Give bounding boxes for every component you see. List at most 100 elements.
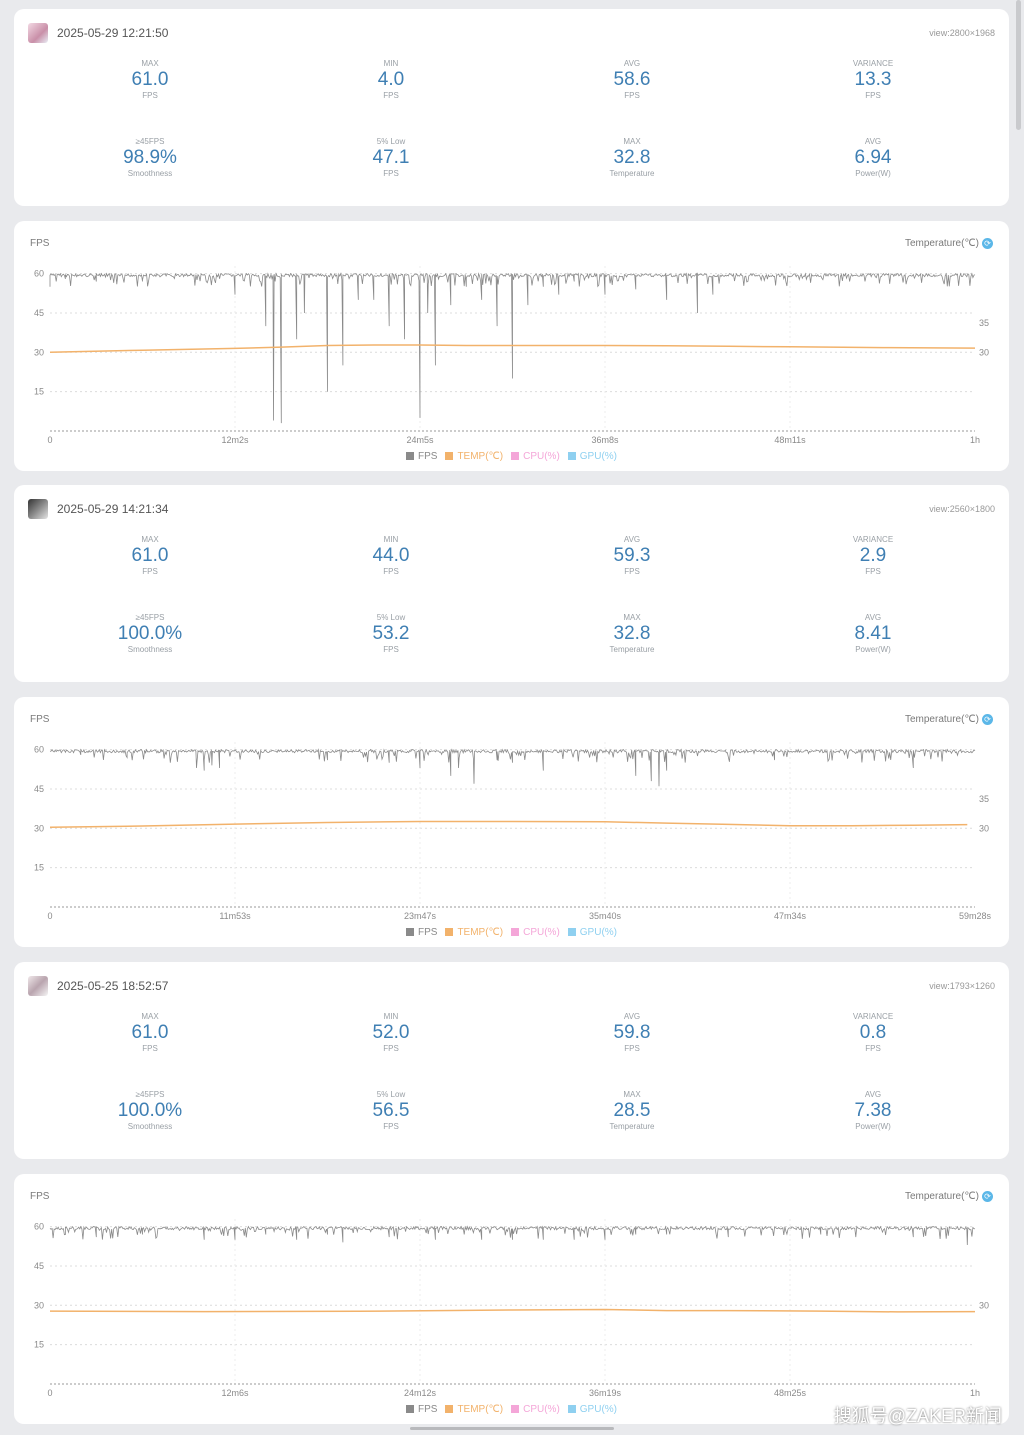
stat-item: 5% Low 47.1 FPS <box>301 137 481 179</box>
stat-label: MAX <box>141 59 159 68</box>
stat-item: MIN 4.0 FPS <box>301 59 481 101</box>
stat-label: MIN <box>383 1012 399 1021</box>
chart-legend: FPS TEMP(℃) CPU(%) GPU(%) <box>14 1404 1009 1415</box>
stat-value: 0.8 <box>859 1022 887 1043</box>
temperature-series-line <box>49 820 968 829</box>
stat-unit: Power(W) <box>855 1122 891 1131</box>
stat-label: ≥45FPS <box>135 613 165 622</box>
temp-tick-label: 35 <box>979 318 989 328</box>
stat-label: ≥45FPS <box>135 1090 165 1099</box>
stat-unit: Smoothness <box>127 169 173 178</box>
session-header: 2025-05-29 12:21:50 <box>28 23 168 43</box>
fps-series-line <box>49 1225 976 1246</box>
legend-item[interactable]: GPU(%) <box>567 1404 617 1415</box>
stat-value: 52.0 <box>372 1022 410 1043</box>
stat-value: 2.9 <box>859 545 887 566</box>
stat-unit: FPS <box>142 1044 158 1053</box>
session-header: 2025-05-29 14:21:34 <box>28 499 168 519</box>
stat-item: AVG 58.6 FPS <box>542 59 722 101</box>
stat-item: MIN 52.0 FPS <box>301 1012 481 1054</box>
temp-tick-label: 30 <box>979 1300 989 1310</box>
stat-label: VARIANCE <box>852 59 894 68</box>
legend-swatch <box>445 452 454 460</box>
stat-value: 100.0% <box>117 623 183 644</box>
stat-label: MAX <box>623 137 641 146</box>
legend-item[interactable]: GPU(%) <box>567 451 617 462</box>
game-avatar <box>28 976 48 996</box>
stat-value: 44.0 <box>372 545 410 566</box>
legend-item[interactable]: FPS <box>405 451 437 462</box>
session-timestamp: 2025-05-29 12:21:50 <box>57 26 169 40</box>
y-tick-label: 45 <box>34 784 44 794</box>
x-tick-label: 48m11s <box>774 435 806 445</box>
x-tick-label: 36m8s <box>591 435 619 445</box>
page-scrollbar[interactable] <box>1016 0 1021 130</box>
x-tick-label: 0 <box>47 911 52 921</box>
session-summary-card: 2025-05-25 18:52:57 view:1793×1260 MAX 61… <box>14 962 1009 1159</box>
stat-item: AVG 6.94 Power(W) <box>783 137 963 179</box>
stat-unit: FPS <box>383 645 399 654</box>
legend-item[interactable]: CPU(%) <box>511 927 560 938</box>
stat-item: VARIANCE 2.9 FPS <box>783 535 963 577</box>
stat-item: AVG 8.41 Power(W) <box>783 613 963 655</box>
legend-label: GPU(%) <box>579 927 618 938</box>
x-tick-label: 12m2s <box>221 435 249 445</box>
stat-unit: FPS <box>865 91 881 100</box>
legend-item[interactable]: TEMP(℃) <box>445 451 503 462</box>
temperature-series-line <box>49 344 976 354</box>
y-tick-label: 15 <box>34 1340 44 1350</box>
y-tick-label: 60 <box>34 745 44 755</box>
legend-item[interactable]: TEMP(℃) <box>445 1404 503 1415</box>
chart-legend: FPS TEMP(℃) CPU(%) GPU(%) <box>14 927 1009 938</box>
stat-item: MIN 44.0 FPS <box>301 535 481 577</box>
stat-label: 5% Low <box>376 1090 406 1099</box>
temp-tick-label: 35 <box>979 794 989 804</box>
y-tick-label: 30 <box>34 823 44 833</box>
legend-item[interactable]: CPU(%) <box>511 451 560 462</box>
legend-swatch <box>445 928 454 936</box>
stat-unit: FPS <box>383 1122 399 1131</box>
game-avatar <box>28 23 48 43</box>
stat-label: VARIANCE <box>852 1012 894 1021</box>
stat-label: ≥45FPS <box>135 137 165 146</box>
bottom-scroll-indicator[interactable] <box>410 1427 614 1430</box>
stat-value: 59.3 <box>613 545 651 566</box>
legend-item[interactable]: TEMP(℃) <box>445 927 503 938</box>
settings-toggle-icon[interactable]: ⟳ <box>982 238 993 249</box>
stat-item: AVG 7.38 Power(W) <box>783 1090 963 1132</box>
legend-item[interactable]: FPS <box>405 927 437 938</box>
temp-tick-label: 30 <box>979 823 989 833</box>
stat-value: 32.8 <box>613 623 651 644</box>
stat-unit: Temperature <box>609 1122 655 1131</box>
stat-item: AVG 59.8 FPS <box>542 1012 722 1054</box>
stat-value: 100.0% <box>117 1100 183 1121</box>
legend-item[interactable]: CPU(%) <box>511 1404 560 1415</box>
legend-label: TEMP(℃) <box>457 927 504 938</box>
legend-swatch <box>567 928 576 936</box>
stat-label: MAX <box>623 1090 641 1099</box>
stat-unit: FPS <box>383 91 399 100</box>
resolution-label: view:2800×1968 <box>929 28 995 38</box>
stat-label: 5% Low <box>376 137 406 146</box>
stat-unit: Power(W) <box>855 645 891 654</box>
settings-toggle-icon[interactable]: ⟳ <box>982 714 993 725</box>
stat-unit: FPS <box>142 567 158 576</box>
legend-item[interactable]: GPU(%) <box>567 927 618 938</box>
legend-label: TEMP(℃) <box>457 1404 504 1415</box>
chart-title-fps: FPS <box>30 238 50 249</box>
stat-value: 61.0 <box>131 1022 169 1043</box>
stat-label: 5% Low <box>376 613 406 622</box>
stat-label: AVG <box>623 1012 641 1021</box>
stat-label: MAX <box>141 535 159 544</box>
x-tick-label: 48m25s <box>774 1388 807 1398</box>
legend-swatch <box>405 1405 414 1413</box>
legend-item[interactable]: FPS <box>405 1404 437 1415</box>
legend-swatch <box>567 1405 576 1413</box>
stat-value: 4.0 <box>377 69 405 90</box>
stat-label: MAX <box>623 613 641 622</box>
stat-value: 98.9% <box>123 147 177 168</box>
settings-toggle-icon[interactable]: ⟳ <box>982 1191 993 1202</box>
x-tick-label: 36m19s <box>589 1388 622 1398</box>
stat-unit: Power(W) <box>855 169 891 178</box>
stat-unit: Smoothness <box>127 645 173 654</box>
